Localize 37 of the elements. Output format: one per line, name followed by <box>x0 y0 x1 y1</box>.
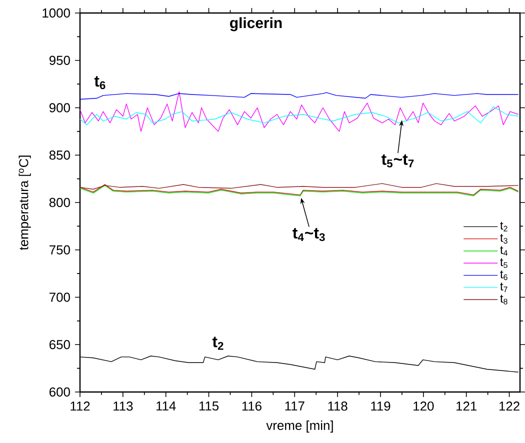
x-tick-label: 113 <box>114 402 133 411</box>
y-tick-label: 750 <box>50 245 70 254</box>
annotation: t$_{5}$~t$_{7}$ <box>381 154 414 168</box>
x-tick-label: 121 <box>456 402 477 411</box>
y-tick-label: 600 <box>50 387 70 397</box>
line-series <box>80 106 519 126</box>
x-tick-label: 119 <box>371 402 390 411</box>
x-tick-label: 115 <box>199 402 219 411</box>
x-tick-label: 118 <box>328 402 348 411</box>
annotation: t$_{4}$~t$_{3}$ <box>292 228 325 242</box>
legend-label: t$_{5}$ <box>500 258 508 268</box>
legend-label: t$_{2}$ <box>500 222 508 232</box>
legend-label: t$_{8}$ <box>500 294 508 304</box>
chart-title: glicerin <box>230 17 282 32</box>
y-tick-label: 700 <box>50 292 70 302</box>
legend-label: t$_{3}$ <box>500 234 508 244</box>
x-tick-label: 117 <box>285 402 304 410</box>
legend-label: t$_{7}$ <box>500 282 508 292</box>
line-series <box>80 92 519 100</box>
y-tick-label: 800 <box>49 198 70 208</box>
y-tick-label: 950 <box>49 56 70 65</box>
line-series <box>80 91 519 132</box>
x-tick-label: 122 <box>499 402 520 411</box>
annotation: t$_{6}$ <box>94 76 106 90</box>
y-tick-label: 650 <box>50 340 70 350</box>
x-tick-label: 114 <box>156 402 176 410</box>
annotation: t$_{2}$ <box>212 336 224 350</box>
legend-label: t$_{6}$ <box>500 270 508 280</box>
y-tick-label: 850 <box>49 150 70 160</box>
x-tick-label: 116 <box>242 402 262 411</box>
x-tick-label: 120 <box>414 402 434 411</box>
legend-label: t$_{4}$ <box>500 246 508 256</box>
y-tick-label: 900 <box>49 103 70 112</box>
x-axis-title: vreme [min] <box>266 420 333 433</box>
y-tick-label: 1000 <box>42 8 70 18</box>
y-axis-title: temperatura [$^{o}$C] <box>18 156 31 250</box>
x-tick-label: 112 <box>70 402 90 411</box>
